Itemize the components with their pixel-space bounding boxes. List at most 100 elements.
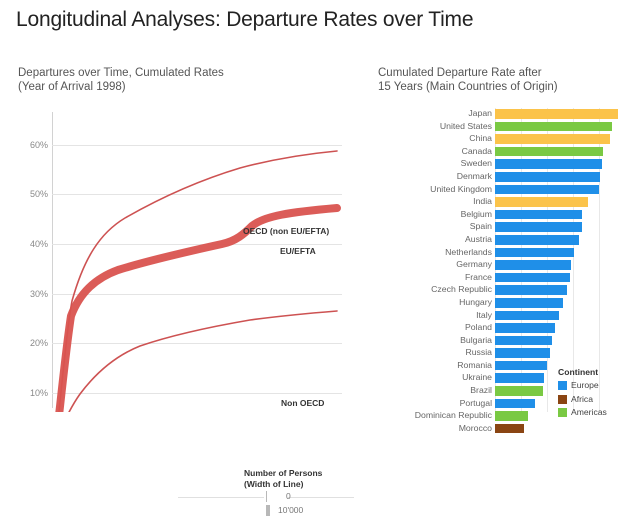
y-tick-label: 30% <box>29 289 48 299</box>
bar-fill[interactable] <box>495 310 559 321</box>
gridline-40 <box>52 244 342 245</box>
bar-country-label: Romania <box>457 359 492 370</box>
y-axis-line <box>52 112 53 408</box>
bar-gridline-1 <box>521 108 522 412</box>
bar-row[interactable]: China <box>378 133 630 146</box>
bar-row[interactable]: Austria <box>378 234 630 247</box>
bar-row[interactable]: Romania <box>378 360 630 373</box>
bar-row[interactable]: Russia <box>378 347 630 360</box>
line-series-group <box>55 150 341 412</box>
bar-fill[interactable] <box>495 260 571 270</box>
bar-fill[interactable] <box>495 109 618 119</box>
continent-legend-title: Continent <box>558 367 599 377</box>
bar-row[interactable]: Morocco <box>378 423 630 436</box>
bar-row[interactable]: Portugal <box>378 398 630 411</box>
bar-fill[interactable] <box>495 272 570 283</box>
y-tick-label: 60% <box>29 140 48 150</box>
bar-row[interactable]: Brazil <box>378 385 630 398</box>
continent-legend-item[interactable]: Africa <box>558 394 630 408</box>
bar-fill[interactable] <box>495 398 535 409</box>
bar-row[interactable]: Japan <box>378 108 630 121</box>
series-label-oecd-non-eu-efta: OECD (non EU/EFTA) <box>243 226 330 236</box>
bar-country-label: Czech Republic <box>431 284 492 295</box>
bar-row[interactable]: Poland <box>378 322 630 335</box>
bar-country-label: Germany <box>456 259 492 270</box>
bar-row[interactable]: United States <box>378 121 630 134</box>
bar-gridline-4 <box>599 108 600 412</box>
series-path-eu-efta <box>55 204 341 412</box>
bar-fill[interactable] <box>495 197 589 207</box>
bar-chart: Japan United States China Canada Sweden Denma… <box>378 108 630 434</box>
y-tick-label: 20% <box>29 338 48 348</box>
bar-fill[interactable] <box>495 285 567 295</box>
bar-fill[interactable] <box>495 121 613 132</box>
bar-fill[interactable] <box>495 234 579 245</box>
line-width-legend-row-0: 0 <box>178 490 354 503</box>
bar-row[interactable]: Canada <box>378 146 630 159</box>
bar-row[interactable]: Netherlands <box>378 247 630 260</box>
bar-fill[interactable] <box>495 348 550 358</box>
line-width-legend: Number of Persons (Width of Line) 0 10'0… <box>178 468 354 517</box>
bar-row[interactable]: Belgium <box>378 209 630 222</box>
continent-legend-item[interactable]: Americas <box>558 407 630 421</box>
bar-row[interactable]: Ukraine <box>378 372 630 385</box>
bar-row[interactable]: Italy <box>378 310 630 323</box>
bar-row[interactable]: Czech Republic <box>378 284 630 297</box>
continent-color-swatch <box>558 381 567 390</box>
bar-fill[interactable] <box>495 360 547 371</box>
infographic-page: Longitudinal Analyses: Departure Rates o… <box>0 8 630 516</box>
bar-fill[interactable] <box>495 423 525 434</box>
bar-country-label: Belgium <box>460 208 492 219</box>
bar-fill[interactable] <box>495 297 563 308</box>
bar-fill[interactable] <box>495 411 529 421</box>
bar-fill[interactable] <box>495 373 545 384</box>
bar-fill[interactable] <box>495 184 599 195</box>
bar-fill[interactable] <box>495 222 582 232</box>
bar-fill[interactable] <box>495 134 610 144</box>
bar-row[interactable]: Bulgaria <box>378 335 630 348</box>
gridline-60 <box>52 145 342 146</box>
bar-row[interactable]: Spain <box>378 221 630 234</box>
bar-row[interactable]: Germany <box>378 259 630 272</box>
continent-color-swatch <box>558 394 567 404</box>
gridline-50 <box>52 194 342 195</box>
bar-fill[interactable] <box>495 146 603 157</box>
y-tick-label: 50% <box>29 189 48 199</box>
bar-row[interactable]: India <box>378 196 630 209</box>
line-chart-title: Departures over Time, Cumulated Rates (Y… <box>18 67 224 93</box>
gridline-30 <box>52 294 342 295</box>
bar-fill[interactable] <box>495 335 553 346</box>
y-tick-label: 10% <box>29 388 48 398</box>
gridline-10 <box>52 393 342 394</box>
bar-fill[interactable] <box>495 247 574 258</box>
bar-country-label: Japan <box>468 108 492 118</box>
bar-fill[interactable] <box>495 159 602 169</box>
bar-row[interactable]: Sweden <box>378 158 630 171</box>
series-path-non-oecd <box>68 310 338 412</box>
bar-fill[interactable] <box>495 171 601 182</box>
bar-country-label: Russia <box>465 347 492 358</box>
bar-country-label: France <box>464 271 492 282</box>
bar-row[interactable]: Denmark <box>378 171 630 184</box>
bar-fill[interactable] <box>495 209 582 220</box>
width-mark-0 <box>266 491 267 502</box>
width-legend-value: 10'000 <box>278 505 304 515</box>
continent-legend-item[interactable]: Europe <box>558 380 630 394</box>
series-label-non-oecd: Non OECD <box>281 398 325 408</box>
bar-fill[interactable] <box>495 323 555 333</box>
width-legend-value: 0 <box>286 491 291 501</box>
bar-country-label: Netherlands <box>445 246 492 257</box>
bar-country-label: Austria <box>464 233 492 244</box>
bar-country-label: Canada <box>461 145 492 156</box>
bar-row[interactable]: United Kingdom <box>378 184 630 197</box>
bar-country-label: Poland <box>464 322 492 333</box>
line-chart: 60% 50% 40% 30% 20% 10% OECD (non EU/EFT… <box>0 108 360 516</box>
bar-fill[interactable] <box>495 386 543 396</box>
y-tick-label: 40% <box>29 239 48 249</box>
bar-country-label: Ukraine <box>462 372 492 383</box>
continent-color-swatch <box>558 408 567 417</box>
bar-row[interactable]: Hungary <box>378 297 630 310</box>
bar-row[interactable]: France <box>378 272 630 285</box>
gridline-20 <box>52 343 342 344</box>
bar-country-label: Portugal <box>459 397 492 408</box>
